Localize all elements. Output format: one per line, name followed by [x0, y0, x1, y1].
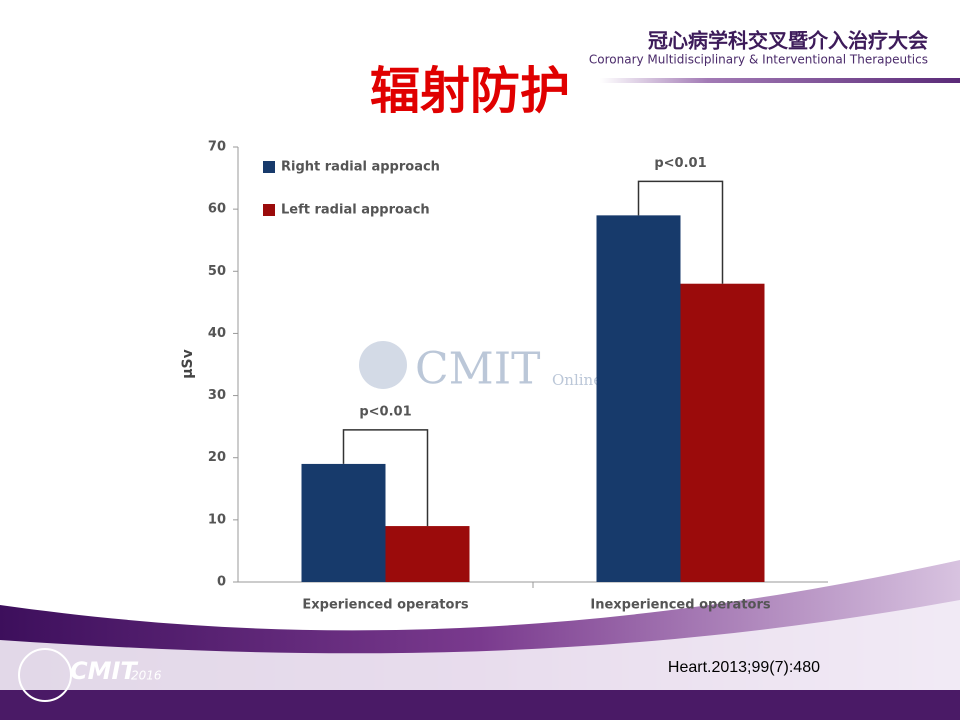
header-line	[600, 78, 960, 83]
bracket	[637, 180, 724, 284]
slide-title: 辐射防护	[370, 61, 570, 120]
citation: Heart.2013;99(7):480	[668, 659, 820, 676]
y-tick-label: 0	[217, 575, 226, 590]
y-tick-label: 70	[208, 140, 226, 155]
x-tick-label: Experienced operators	[302, 598, 468, 613]
logo-text: CMIT	[70, 657, 138, 685]
bar	[301, 463, 386, 582]
legend-label: Right radial approach	[281, 160, 440, 175]
footer-band	[0, 690, 960, 720]
header-subtitle: Coronary Multidisciplinary & Interventio…	[589, 53, 928, 67]
legend-label: Left radial approach	[281, 203, 430, 218]
legend-swatch	[263, 161, 275, 173]
y-tick-label: 40	[208, 326, 226, 341]
bar	[385, 526, 470, 582]
annotation: p<0.01	[654, 156, 706, 171]
annotation: p<0.01	[359, 404, 411, 419]
watermark-sub: Online	[552, 371, 602, 389]
watermark: CMIT	[415, 344, 540, 395]
y-tick-label: 30	[208, 388, 226, 403]
watermark-globe	[359, 341, 407, 389]
y-tick-label: 10	[208, 512, 226, 527]
legend-swatch	[263, 204, 275, 216]
y-tick-label: 50	[208, 264, 226, 279]
x-tick-label: Inexperienced operators	[590, 598, 771, 613]
header-title: 冠心病学科交叉暨介入治疗大会	[648, 29, 928, 53]
y-tick-label: 60	[208, 202, 226, 217]
bracket	[342, 429, 429, 527]
y-tick-label: 20	[208, 450, 226, 465]
logo-globe	[18, 648, 72, 702]
logo-year: 2016	[131, 669, 162, 683]
bar	[680, 283, 765, 582]
bar	[596, 215, 681, 582]
y-axis-label: μSv	[180, 349, 196, 379]
